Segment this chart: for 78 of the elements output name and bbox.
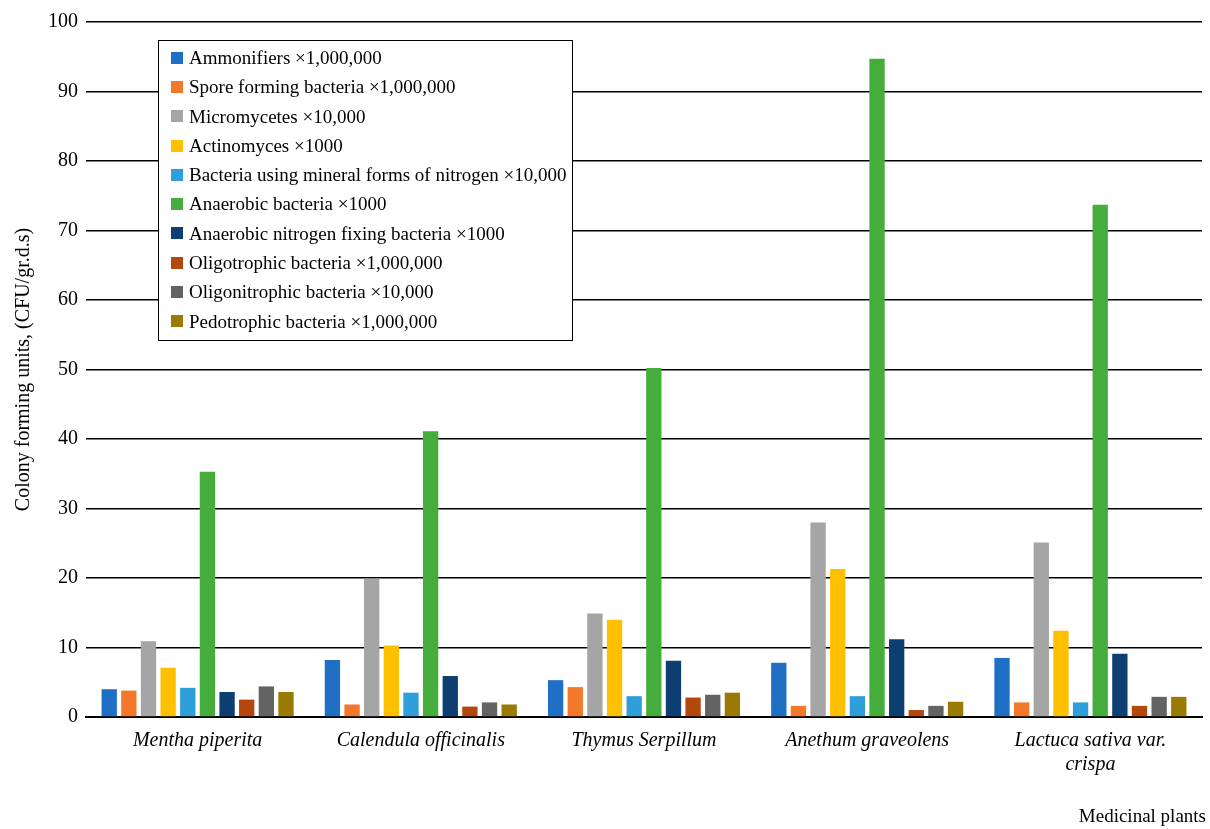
bar: [140, 641, 157, 717]
bar: [462, 706, 478, 717]
bar: [790, 705, 807, 717]
bar: [1131, 705, 1148, 717]
legend-label: Pedotrophic bacteria ×1,000,000: [189, 309, 438, 334]
x-tick-label: Calendula officinalis: [336, 728, 506, 752]
legend-label: Oligotrophic bacteria ×1,000,000: [189, 251, 443, 276]
bar: [180, 687, 196, 717]
bar: [1171, 696, 1187, 717]
bar: [665, 660, 682, 717]
legend-label: Anaerobic nitrogen fixing bacteria ×1000: [189, 221, 505, 246]
bar: [199, 471, 216, 717]
bar: [1092, 204, 1108, 717]
bar: [1072, 702, 1089, 717]
y-axis-title: Colony forming units, (CFU/gr.d.s): [11, 227, 35, 512]
y-tick-label: 100: [48, 9, 78, 32]
bar: [481, 702, 498, 717]
bar: [908, 710, 924, 717]
bar: [442, 676, 458, 717]
bar: [383, 645, 399, 717]
bar: [1013, 702, 1030, 717]
bar: [928, 705, 944, 717]
bar: [947, 701, 964, 717]
legend-label: Bacteria using mineral forms of nitrogen ×10,000: [189, 163, 567, 188]
y-tick-label: 50: [58, 356, 78, 379]
bar: [1053, 630, 1069, 717]
y-tick-label: 70: [58, 217, 78, 240]
bar: [626, 696, 642, 717]
bar: [219, 691, 235, 717]
y-tick-label: 80: [58, 148, 78, 171]
bar: [160, 667, 176, 717]
bar: [344, 704, 360, 717]
x-tick-label: Thymus Serpillum: [571, 728, 717, 752]
bar: [1151, 696, 1167, 717]
bar: [646, 368, 662, 717]
bar: [1112, 653, 1128, 717]
bar: [705, 694, 721, 717]
bar: [606, 619, 623, 717]
bar: [121, 690, 137, 717]
y-tick-label: 90: [58, 78, 78, 101]
x-axis-title: Medicinal plants: [1078, 805, 1206, 827]
bar: [685, 697, 701, 717]
y-tick-label: 40: [58, 426, 78, 449]
bar: [994, 657, 1010, 717]
x-tick-label: Lactuca sativa var. crispa: [1013, 728, 1167, 776]
bar: [278, 691, 294, 717]
bar: [258, 686, 275, 717]
legend-label: Spore forming bacteria ×1,000,000: [189, 75, 456, 100]
y-tick-label: 20: [58, 565, 78, 588]
legend-label: Ammonifiers ×1,000,000: [189, 46, 382, 70]
y-tick-label: 30: [58, 495, 78, 518]
x-tick-label: Mentha piperita: [131, 728, 263, 752]
bar: [810, 522, 826, 717]
bar: [501, 704, 517, 717]
bar: [239, 699, 255, 717]
legend-label: Micromycetes ×10,000: [189, 104, 366, 129]
y-tick-label: 10: [58, 634, 78, 657]
legend-label: Anaerobic bacteria ×1000: [189, 192, 387, 217]
bar: [587, 613, 603, 717]
x-tick-label: Anethum graveolens: [783, 728, 950, 752]
bar: [889, 639, 905, 717]
bar: [324, 660, 341, 717]
y-tick-label: 0: [68, 704, 78, 727]
bar: [547, 680, 564, 717]
bar: [724, 692, 741, 717]
bar: [869, 58, 885, 717]
bar: [422, 431, 439, 717]
bar: [849, 696, 866, 717]
bar: [403, 692, 419, 717]
bar: [771, 662, 787, 717]
y-tick-label: 60: [58, 287, 78, 310]
bar: [830, 568, 846, 717]
bar: [567, 687, 583, 717]
bar: [101, 689, 117, 717]
legend-label: Oligonitrophic bacteria ×10,000: [189, 280, 434, 305]
bar: [1033, 542, 1049, 717]
legend-label: Actinomyces ×1000: [189, 133, 343, 158]
bar: [364, 578, 380, 717]
